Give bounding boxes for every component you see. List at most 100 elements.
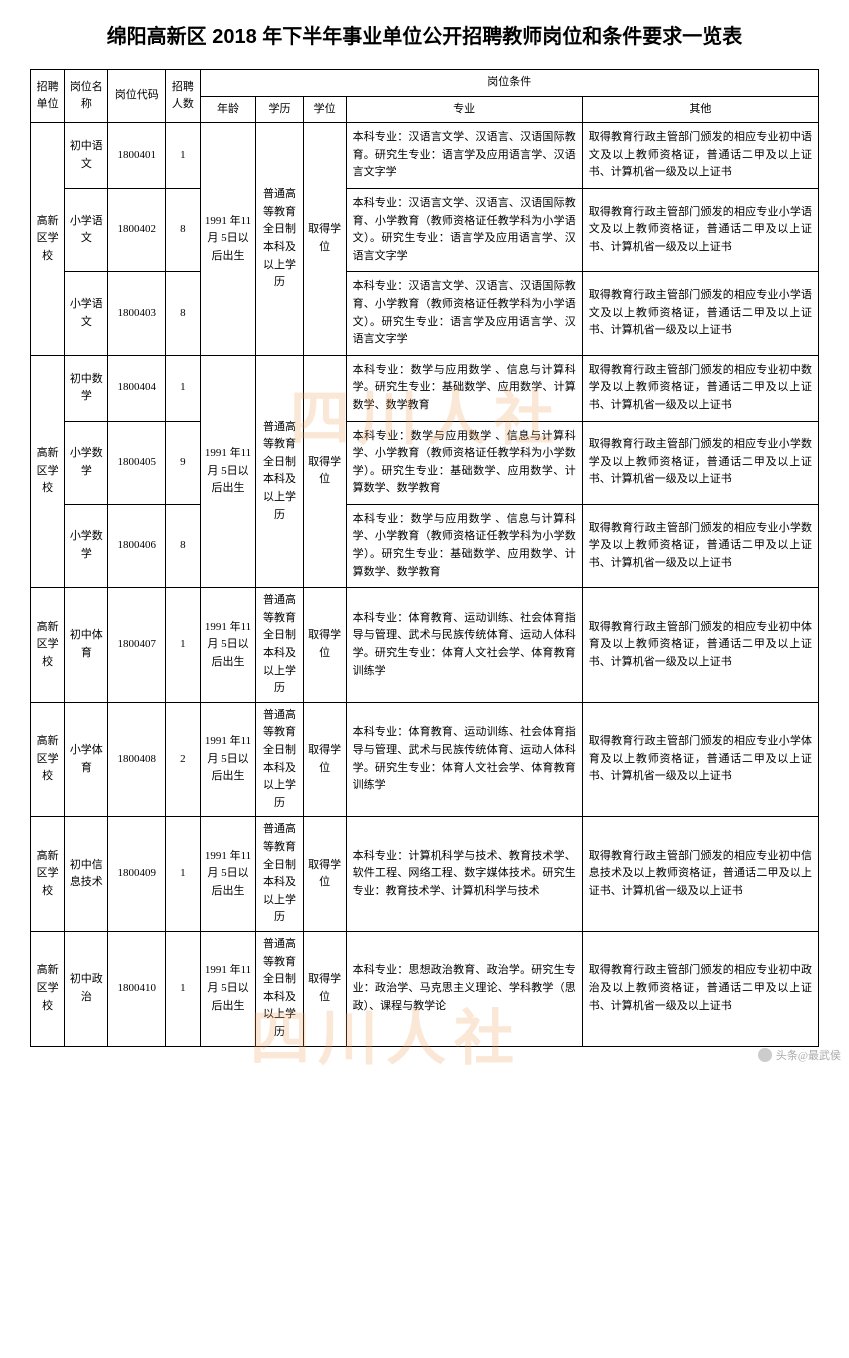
- cell-code: 1800405: [108, 421, 166, 504]
- cell-count: 2: [166, 702, 200, 817]
- cell-other: 取得教育行政主管部门颁发的相应专业初中语文及以上教师资格证，普通话二甲及以上证书…: [582, 123, 818, 189]
- th-major: 专业: [346, 96, 582, 123]
- footer-icon: [758, 1048, 772, 1062]
- cell-code: 1800409: [108, 817, 166, 932]
- cell-code: 1800407: [108, 588, 166, 703]
- table-row: 小学数学 1800405 9 本科专业：数学与应用数学 、信息与计算科学、小学教…: [31, 421, 819, 504]
- cell-code: 1800406: [108, 504, 166, 587]
- cell-major: 本科专业：数学与应用数学 、信息与计算科学。研究生专业：基础数学、应用数学、计算…: [346, 355, 582, 421]
- cell-other: 取得教育行政主管部门颁发的相应专业小学数学及以上教师资格证，普通话二甲及以上证书…: [582, 421, 818, 504]
- cell-major: 本科专业：数学与应用数学 、信息与计算科学、小学教育（教师资格证任教学科为小学数…: [346, 504, 582, 587]
- th-degree: 学位: [303, 96, 346, 123]
- cell-name: 小学语文: [65, 188, 108, 271]
- cell-count: 1: [166, 817, 200, 932]
- cell-count: 9: [166, 421, 200, 504]
- cell-name: 小学语文: [65, 272, 108, 355]
- cell-code: 1800408: [108, 702, 166, 817]
- footer-label: 头条@最武侯: [776, 1047, 841, 1063]
- cell-other: 取得教育行政主管部门颁发的相应专业初中信息技术及以上教师资格证，普通话二甲及以上…: [582, 817, 818, 932]
- cell-count: 1: [166, 123, 200, 189]
- cell-degree: 取得学位: [303, 588, 346, 703]
- table-row: 小学语文 1800403 8 本科专业：汉语言文学、汉语言、汉语国际教育、小学教…: [31, 272, 819, 355]
- cell-code: 1800402: [108, 188, 166, 271]
- cell-name: 初中信息技术: [65, 817, 108, 932]
- cell-unit: 高新区学校: [31, 123, 65, 356]
- cell-unit: 高新区学校: [31, 702, 65, 817]
- cell-other: 取得教育行政主管部门颁发的相应专业初中政治及以上教师资格证，普通话二甲及以上证书…: [582, 931, 818, 1046]
- cell-other: 取得教育行政主管部门颁发的相应专业初中数学及以上教师资格证，普通话二甲及以上证书…: [582, 355, 818, 421]
- cell-age: 1991 年11 月 5日以后出生: [200, 355, 256, 588]
- cell-count: 8: [166, 504, 200, 587]
- th-code: 岗位代码: [108, 70, 166, 123]
- cell-name: 小学体育: [65, 702, 108, 817]
- cell-major: 本科专业：体育教育、运动训练、社会体育指导与管理、武术与民族传统体育、运动人体科…: [346, 702, 582, 817]
- page-title: 绵阳高新区 2018 年下半年事业单位公开招聘教师岗位和条件要求一览表: [30, 20, 819, 49]
- cell-age: 1991 年11 月 5日以后出生: [200, 817, 256, 932]
- cell-name: 初中语文: [65, 123, 108, 189]
- cell-major: 本科专业：体育教育、运动训练、社会体育指导与管理、武术与民族传统体育、运动人体科…: [346, 588, 582, 703]
- table-row: 高新区学校 初中信息技术 1800409 1 1991 年11 月 5日以后出生…: [31, 817, 819, 932]
- cell-count: 1: [166, 588, 200, 703]
- header-row-1: 招聘单位 岗位名称 岗位代码 招聘人数 岗位条件: [31, 70, 819, 97]
- cell-code: 1800403: [108, 272, 166, 355]
- cell-count: 8: [166, 272, 200, 355]
- cell-degree: 取得学位: [303, 702, 346, 817]
- table-row: 高新区学校 初中数学 1800404 1 1991 年11 月 5日以后出生 普…: [31, 355, 819, 421]
- cell-name: 初中政治: [65, 931, 108, 1046]
- recruitment-table: 招聘单位 岗位名称 岗位代码 招聘人数 岗位条件 年龄 学历 学位 专业 其他 …: [30, 69, 819, 1047]
- th-other: 其他: [582, 96, 818, 123]
- cell-edu: 普通高等教育全日制本科及以上学历: [256, 817, 303, 932]
- cell-major: 本科专业：汉语言文学、汉语言、汉语国际教育、小学教育（教师资格证任教学科为小学语…: [346, 188, 582, 271]
- th-edu: 学历: [256, 96, 303, 123]
- cell-degree: 取得学位: [303, 355, 346, 588]
- table-row: 小学数学 1800406 8 本科专业：数学与应用数学 、信息与计算科学、小学教…: [31, 504, 819, 587]
- cell-other: 取得教育行政主管部门颁发的相应专业初中体育及以上教师资格证，普通话二甲及以上证书…: [582, 588, 818, 703]
- cell-name: 初中体育: [65, 588, 108, 703]
- cell-other: 取得教育行政主管部门颁发的相应专业小学体育及以上教师资格证，普通话二甲及以上证书…: [582, 702, 818, 817]
- th-name: 岗位名称: [65, 70, 108, 123]
- cell-age: 1991 年11 月 5日以后出生: [200, 123, 256, 356]
- cell-age: 1991 年11 月 5日以后出生: [200, 702, 256, 817]
- cell-name: 小学数学: [65, 421, 108, 504]
- table-row: 小学语文 1800402 8 本科专业：汉语言文学、汉语言、汉语国际教育、小学教…: [31, 188, 819, 271]
- cell-age: 1991 年11 月 5日以后出生: [200, 588, 256, 703]
- table-row: 高新区学校 小学体育 1800408 2 1991 年11 月 5日以后出生 普…: [31, 702, 819, 817]
- cell-other: 取得教育行政主管部门颁发的相应专业小学数学及以上教师资格证，普通话二甲及以上证书…: [582, 504, 818, 587]
- cell-count: 1: [166, 931, 200, 1046]
- cell-code: 1800410: [108, 931, 166, 1046]
- cell-age: 1991 年11 月 5日以后出生: [200, 931, 256, 1046]
- cell-edu: 普通高等教育全日制本科及以上学历: [256, 588, 303, 703]
- cell-edu: 普通高等教育全日制本科及以上学历: [256, 355, 303, 588]
- cell-unit: 高新区学校: [31, 931, 65, 1046]
- table-row: 高新区学校 初中语文 1800401 1 1991 年11 月 5日以后出生 普…: [31, 123, 819, 189]
- cell-name: 初中数学: [65, 355, 108, 421]
- cell-code: 1800401: [108, 123, 166, 189]
- cell-major: 本科专业：思想政治教育、政治学。研究生专业：政治学、马克思主义理论、学科教学（思…: [346, 931, 582, 1046]
- th-unit: 招聘单位: [31, 70, 65, 123]
- th-count: 招聘人数: [166, 70, 200, 123]
- cell-name: 小学数学: [65, 504, 108, 587]
- cell-edu: 普通高等教育全日制本科及以上学历: [256, 123, 303, 356]
- cell-count: 1: [166, 355, 200, 421]
- cell-degree: 取得学位: [303, 931, 346, 1046]
- cell-other: 取得教育行政主管部门颁发的相应专业小学语文及以上教师资格证，普通话二甲及以上证书…: [582, 272, 818, 355]
- cell-code: 1800404: [108, 355, 166, 421]
- cell-other: 取得教育行政主管部门颁发的相应专业小学语文及以上教师资格证，普通话二甲及以上证书…: [582, 188, 818, 271]
- cell-unit: 高新区学校: [31, 588, 65, 703]
- cell-major: 本科专业：汉语言文学、汉语言、汉语国际教育。研究生专业：语言学及应用语言学、汉语…: [346, 123, 582, 189]
- th-conditions: 岗位条件: [200, 70, 818, 97]
- th-age: 年龄: [200, 96, 256, 123]
- footer-attribution: 头条@最武侯: [758, 1047, 841, 1063]
- cell-count: 8: [166, 188, 200, 271]
- cell-major: 本科专业：数学与应用数学 、信息与计算科学、小学教育（教师资格证任教学科为小学数…: [346, 421, 582, 504]
- cell-unit: 高新区学校: [31, 817, 65, 932]
- table-row: 高新区学校 初中政治 1800410 1 1991 年11 月 5日以后出生 普…: [31, 931, 819, 1046]
- cell-major: 本科专业：计算机科学与技术、教育技术学、软件工程、网络工程、数字媒体技术。研究生…: [346, 817, 582, 932]
- cell-edu: 普通高等教育全日制本科及以上学历: [256, 702, 303, 817]
- cell-edu: 普通高等教育全日制本科及以上学历: [256, 931, 303, 1046]
- cell-unit: 高新区学校: [31, 355, 65, 588]
- cell-degree: 取得学位: [303, 123, 346, 356]
- cell-major: 本科专业：汉语言文学、汉语言、汉语国际教育、小学教育（教师资格证任教学科为小学语…: [346, 272, 582, 355]
- cell-degree: 取得学位: [303, 817, 346, 932]
- table-row: 高新区学校 初中体育 1800407 1 1991 年11 月 5日以后出生 普…: [31, 588, 819, 703]
